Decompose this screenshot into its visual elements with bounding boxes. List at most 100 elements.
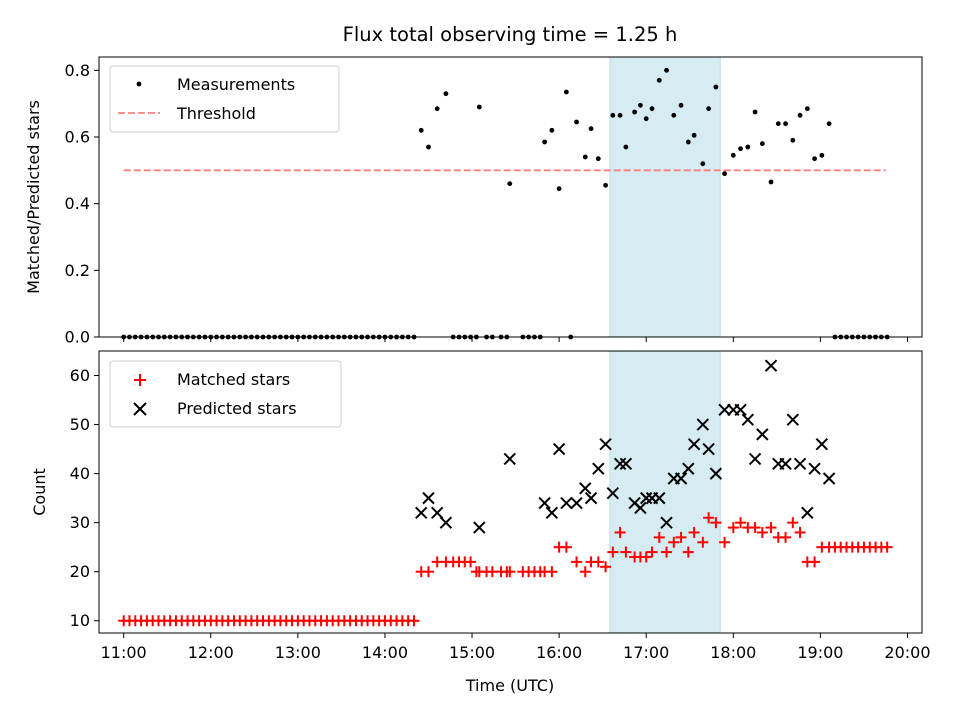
y-axis-ticks: 10 20 30 40 50 60 [70, 366, 99, 630]
legend-matched-label: Matched stars [177, 370, 290, 389]
x-tick-label: 19:00 [797, 643, 843, 662]
predicted-star-point [674, 472, 688, 485]
measurement-point [434, 106, 440, 112]
predicted-star-point [430, 506, 444, 520]
matched-star-point [780, 531, 792, 543]
measurement-point [752, 109, 758, 115]
measurement-point [691, 132, 697, 138]
predicted-star-point [764, 359, 778, 372]
measurement-point [685, 139, 691, 145]
y-axis-label: Matched/Predicted stars [24, 100, 43, 294]
measurement-point [819, 152, 825, 158]
matched-star-point [661, 546, 673, 558]
x-axis-ticks [123, 337, 908, 342]
predicted-star-point [709, 467, 723, 480]
measurement-point [582, 154, 588, 160]
matched-star-point [653, 531, 665, 543]
predicted-star-point [682, 462, 695, 475]
predicted-star-point [634, 501, 647, 515]
y-axis-label: Count [30, 468, 49, 516]
measurement-point [638, 102, 643, 108]
matched-star-point [719, 536, 731, 548]
predicted-star-point [592, 462, 605, 475]
matched-star-point [727, 522, 739, 534]
matched-star-point [640, 551, 652, 563]
legend-threshold-label: Threshold [176, 104, 256, 123]
matched-star-point [592, 556, 604, 568]
count-points [118, 359, 893, 627]
predicted-star-point [696, 418, 710, 431]
measurement-point [664, 67, 669, 73]
measurement-point [759, 141, 765, 147]
legend-box [109, 360, 342, 428]
predicted-star-point [748, 452, 762, 466]
predicted-star-point [808, 462, 821, 475]
y-tick-label: 20 [70, 562, 90, 581]
matched-star-point [560, 541, 572, 553]
x-tick-label: 13:00 [275, 643, 321, 662]
measurement-point [671, 112, 677, 118]
matched-star-point [546, 566, 558, 578]
predicted-star-point [801, 506, 814, 520]
measurement-point [745, 144, 751, 150]
plot-frame [98, 350, 923, 634]
measurement-point [574, 119, 579, 125]
x-axis-ticks: 11:00 12:00 13:00 14:00 15:00 16:00 17:00 18:00… [101, 633, 931, 662]
predicted-star-point [734, 403, 747, 417]
y-tick-label: 30 [70, 513, 90, 532]
measurement-point [713, 84, 719, 90]
matched-star-point [682, 546, 694, 558]
measurement-point [476, 104, 482, 110]
x-tick-label: 20:00 [884, 643, 930, 662]
legend-predicted-label: Predicted stars [177, 399, 297, 418]
count-panel: 10 20 30 40 50 60 11:00 12:00 13:00 14:00 15:00 16… [30, 350, 931, 695]
predicted-star-point [653, 491, 666, 505]
matched-star-point [504, 566, 516, 578]
measurement-point [617, 112, 623, 118]
y-tick-label: 10 [70, 611, 90, 630]
matched-star-point [697, 536, 709, 548]
measurement-point [706, 106, 712, 112]
matched-star-point [703, 512, 715, 524]
measurement-point [700, 161, 706, 167]
y-tick-label: 40 [70, 464, 90, 483]
matched-star-point [756, 526, 768, 538]
predicted-star-point [786, 413, 800, 426]
measurement-point [722, 171, 727, 177]
predicted-star-point [415, 506, 428, 520]
measurement-point [678, 102, 684, 108]
measurement-point [643, 116, 649, 122]
matched-star-point [688, 526, 700, 538]
predicted-star-point [613, 457, 627, 471]
measurement-point [603, 182, 608, 188]
matched-star-point [765, 522, 777, 534]
predicted-star-point [822, 472, 836, 485]
measurement-point [507, 181, 513, 187]
legend-predicted-marker [133, 402, 147, 416]
matched-star-point [809, 556, 821, 568]
measurement-point [426, 144, 431, 150]
matched-star-point [465, 556, 477, 568]
x-tick-label: 15:00 [449, 643, 495, 662]
observing-window-shade [609, 56, 721, 338]
matched-star-point [646, 546, 658, 558]
measurement-point [542, 139, 548, 145]
measurement-point [783, 121, 788, 127]
observing-window-shade [609, 350, 721, 634]
measurement-point [797, 112, 803, 118]
y-tick-label: 0.2 [65, 261, 90, 280]
y-tick-label: 60 [70, 366, 90, 385]
ratio-panel: 0.0 0.2 0.4 0.6 0.8 Flux total observing tim… [24, 23, 923, 347]
measurement-point [656, 77, 662, 83]
matched-star-point [579, 566, 591, 578]
predicted-star-point [619, 457, 633, 471]
measurement-point [610, 112, 616, 118]
y-tick-label: 0.0 [65, 328, 90, 347]
legend-box [109, 65, 340, 133]
x-tick-label: 17:00 [623, 643, 669, 662]
predicted-star-point [579, 482, 592, 495]
matched-star-point [614, 526, 626, 538]
measurement-point [563, 89, 569, 95]
measurement-point [623, 144, 629, 150]
